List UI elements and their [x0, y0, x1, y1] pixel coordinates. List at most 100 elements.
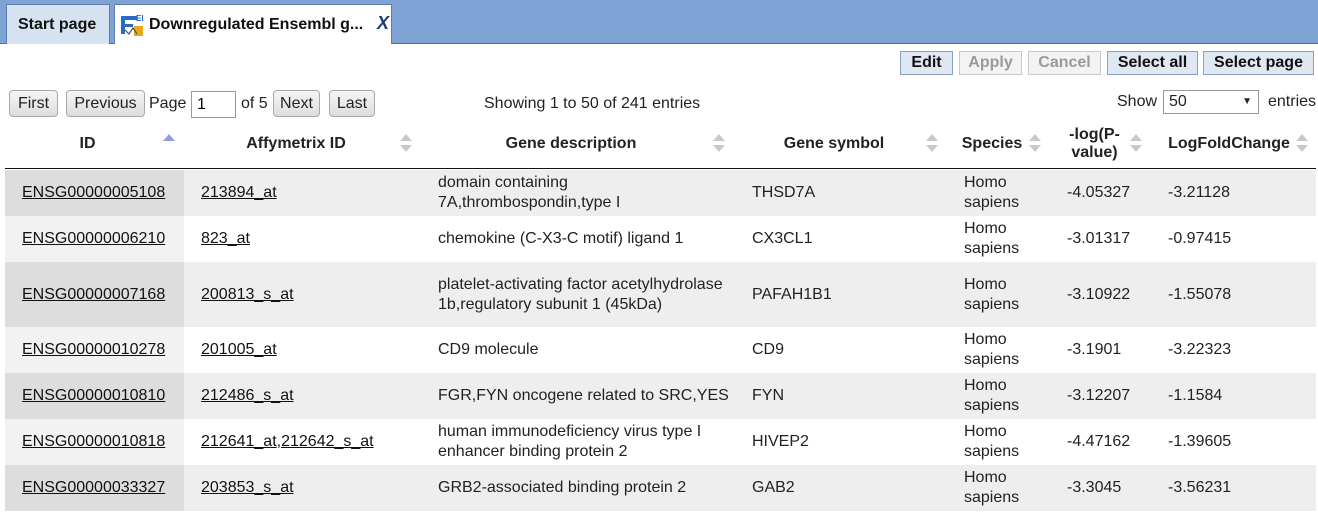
affymetrix-id-link[interactable]: 201005_at: [201, 341, 277, 358]
logfoldchange-cell: -3.22323: [1168, 341, 1232, 358]
tab-downregulated-ensembl[interactable]: EI Downregulated Ensembl g... X: [114, 4, 392, 44]
column-header-id[interactable]: ID: [79, 135, 96, 152]
affymetrix-id-link[interactable]: 212642_s_at: [281, 433, 374, 450]
table-row[interactable]: ENSG00000010810 212486_s_at FGR,FYN oncoge…: [5, 373, 1316, 419]
tab-label: Start page: [18, 15, 97, 33]
logfoldchange-cell: -1.55078: [1168, 285, 1232, 303]
dropdown-arrow-icon: ▼: [1242, 96, 1252, 107]
next-page-button[interactable]: Next: [273, 90, 320, 117]
p-value-cell: -4.05327: [1067, 184, 1131, 201]
separator: ,: [276, 433, 282, 450]
last-page-button[interactable]: Last: [329, 90, 375, 117]
gene-description-cell: platelet-activating factor acetylhydrola…: [438, 275, 723, 313]
column-header-logfoldchange[interactable]: LogFoldChange: [1168, 135, 1290, 152]
gene-symbol-cell: CD9: [752, 341, 785, 358]
edit-button[interactable]: Edit: [900, 51, 953, 75]
table-row[interactable]: ENSG00000033327 203853_s_at GRB2-associate…: [5, 465, 1316, 511]
p-value-cell: -3.01317: [1067, 230, 1131, 247]
gene-description-cell: GRB2-associated binding protein 2: [438, 479, 687, 496]
sort-icon[interactable]: [1029, 134, 1041, 154]
page-size-select[interactable]: 50 ▼: [1163, 90, 1259, 114]
entries-info: Showing 1 to 50 of 241 entries: [484, 95, 701, 112]
entries-label: entries: [1268, 93, 1317, 110]
column-header-gene-description[interactable]: Gene description: [505, 135, 637, 152]
affymetrix-id-link[interactable]: 823_at: [201, 230, 250, 247]
page-label: Page: [149, 95, 187, 112]
ensembl-id-link[interactable]: ENSG00000010818: [22, 433, 166, 450]
previous-page-button[interactable]: Previous: [66, 90, 145, 117]
affymetrix-id-link[interactable]: 200813_s_at: [201, 285, 294, 303]
cancel-button[interactable]: Cancel: [1028, 51, 1101, 75]
svg-text:EI: EI: [136, 14, 144, 23]
table-header: ID Affymetrix ID Gene description Gene s…: [5, 120, 1316, 169]
gene-symbol-cell: THSD7A: [752, 184, 816, 201]
ensembl-id-link[interactable]: ENSG00000010278: [22, 341, 166, 358]
column-header-gene-symbol[interactable]: Gene symbol: [783, 135, 885, 152]
column-header-p-value[interactable]: -log(P-value): [1069, 126, 1120, 161]
id-cell: ENSG00000005108: [5, 170, 184, 216]
table-row[interactable]: ENSG00000007168 200813_s_at platelet-activ…: [5, 262, 1316, 327]
affymetrix-id-cell: 201005_at: [201, 327, 431, 373]
select-all-button[interactable]: Select all: [1107, 51, 1198, 75]
p-value-cell: -3.10922: [1067, 285, 1131, 303]
gene-symbol-cell: CX3CL1: [752, 230, 813, 247]
sort-icon[interactable]: [1296, 134, 1308, 154]
affymetrix-id-cell: 203853_s_at: [201, 465, 431, 511]
gene-symbol-cell: HIVEP2: [752, 433, 809, 450]
species-cell: Homo sapiens: [964, 423, 1020, 460]
table-row[interactable]: ENSG00000010818 212641_at, 212642_s_at hum…: [5, 419, 1316, 465]
affymetrix-id-cell: 200813_s_at: [201, 262, 431, 327]
sort-icon[interactable]: [713, 134, 725, 154]
id-cell: ENSG00000010818: [5, 419, 184, 465]
species-cell: Homo sapiens: [964, 469, 1020, 506]
table-row[interactable]: ENSG00000005108 213894_at domain containin…: [5, 170, 1316, 216]
affymetrix-id-cell: 213894_at: [201, 170, 431, 216]
logfoldchange-cell: -1.1584: [1168, 387, 1223, 404]
sort-icon[interactable]: [1130, 134, 1142, 154]
ensembl-id-link[interactable]: ENSG00000006210: [22, 230, 166, 247]
species-cell: Homo sapiens: [964, 275, 1020, 313]
select-page-button[interactable]: Select page: [1203, 51, 1314, 75]
affymetrix-id-link[interactable]: 213894_at: [201, 184, 277, 201]
ensembl-id-link[interactable]: ENSG00000010810: [22, 387, 166, 404]
gene-description-cell: FGR,FYN oncogene related to SRC,YES: [438, 387, 729, 404]
tab-start-page[interactable]: Start page: [6, 4, 110, 44]
sort-ascending-icon[interactable]: [163, 134, 175, 154]
table-row[interactable]: ENSG00000006210 823_at chemokine (C-X3-C m…: [5, 216, 1316, 262]
column-header-species[interactable]: Species: [961, 135, 1023, 152]
table-row[interactable]: ENSG00000010278 201005_at CD9 molecule CD9 H…: [5, 327, 1316, 373]
sort-icon[interactable]: [400, 134, 412, 154]
species-cell: Homo sapiens: [964, 174, 1020, 211]
close-icon[interactable]: X: [376, 13, 389, 33]
ensembl-id-link[interactable]: ENSG00000007168: [22, 285, 166, 303]
sort-icon[interactable]: [926, 134, 938, 154]
column-header-affymetrix-id[interactable]: Affymetrix ID: [246, 135, 346, 152]
logfoldchange-cell: -1.39605: [1168, 433, 1232, 450]
first-page-button[interactable]: First: [9, 90, 58, 117]
gene-symbol-cell: PAFAH1B1: [752, 285, 832, 303]
gene-description-cell: domain containing 7A,thrombospondin,type…: [438, 174, 621, 211]
species-cell: Homo sapiens: [964, 331, 1020, 368]
apply-button[interactable]: Apply: [959, 51, 1022, 75]
p-value-cell: -3.1901: [1067, 341, 1122, 358]
affymetrix-id-cell: 212641_at, 212642_s_at: [201, 419, 431, 465]
affymetrix-id-link[interactable]: 212486_s_at: [201, 387, 294, 404]
show-label: Show: [1117, 93, 1158, 110]
affymetrix-id-link[interactable]: 203853_s_at: [201, 479, 294, 496]
logfoldchange-cell: -3.21128: [1168, 184, 1230, 201]
gene-description-cell: CD9 molecule: [438, 341, 539, 358]
gene-symbol-cell: FYN: [752, 387, 784, 404]
ensembl-id-link[interactable]: ENSG00000033327: [22, 479, 166, 496]
id-cell: ENSG00000033327: [5, 465, 184, 511]
logfoldchange-cell: -3.56231: [1168, 479, 1232, 496]
gene-description-cell: chemokine (C-X3-C motif) ligand 1: [438, 230, 684, 247]
page-number-input[interactable]: [191, 91, 236, 118]
affymetrix-id-link[interactable]: 212641_at: [201, 433, 277, 450]
id-cell: ENSG00000006210: [5, 216, 184, 262]
gene-symbol-cell: GAB2: [752, 479, 795, 496]
ensembl-id-link[interactable]: ENSG00000005108: [22, 184, 166, 201]
affymetrix-id-cell: 212486_s_at: [201, 373, 431, 419]
gene-description-cell: human immunodeficiency virus type I enha…: [438, 423, 702, 460]
id-cell: ENSG00000010278: [5, 327, 184, 373]
logfoldchange-cell: -0.97415: [1168, 230, 1232, 247]
